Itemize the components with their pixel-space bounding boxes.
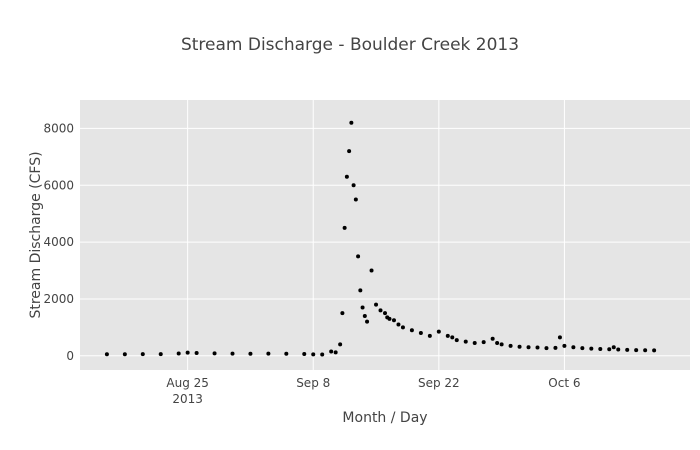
data-point	[436, 329, 441, 334]
x-tick-label: Aug 25	[166, 376, 209, 390]
x-tick-label: Sep 22	[418, 376, 460, 390]
data-point	[544, 346, 549, 351]
y-axis-ticks: 0 2000 4000 6000 8000	[43, 121, 74, 362]
data-point	[248, 351, 253, 356]
data-point	[302, 351, 307, 356]
y-tick-label: 0	[66, 349, 74, 363]
data-point	[383, 311, 387, 316]
y-axis-title: Stream Discharge (CFS)	[28, 151, 44, 318]
data-point	[365, 319, 370, 324]
data-point	[625, 347, 630, 352]
data-point	[463, 339, 468, 344]
data-point	[360, 305, 365, 310]
data-point	[284, 351, 289, 356]
data-point	[557, 335, 562, 340]
data-point	[347, 149, 352, 154]
data-point	[418, 331, 423, 336]
data-point	[230, 351, 235, 356]
data-point	[427, 333, 432, 338]
grid-lines	[80, 100, 690, 370]
x-axis-title: Month / Day	[342, 410, 427, 426]
data-point	[212, 351, 217, 356]
data-point	[104, 352, 109, 357]
x-tick-sublabel: 2013	[172, 392, 203, 406]
data-point	[400, 325, 405, 330]
data-point	[450, 335, 455, 340]
x-axis-ticks: Aug 25 2013 Sep 8 Sep 22 Oct 6	[166, 376, 580, 406]
data-point	[342, 225, 347, 230]
data-point	[333, 350, 338, 355]
data-point	[517, 344, 522, 349]
y-tick-label: 4000	[43, 235, 74, 249]
data-point	[158, 352, 163, 357]
data-point	[185, 350, 190, 355]
x-tick-label: Oct 6	[548, 376, 580, 390]
data-point	[344, 174, 349, 179]
data-point	[409, 328, 414, 333]
data-point	[358, 288, 363, 293]
data-point	[351, 183, 356, 188]
data-point	[634, 348, 639, 353]
data-point	[472, 341, 477, 345]
data-point	[396, 322, 401, 327]
data-point	[374, 302, 379, 307]
x-tick-label: Sep 8	[296, 376, 330, 390]
data-point	[526, 345, 531, 350]
data-point	[340, 311, 345, 316]
y-tick-label: 8000	[43, 121, 74, 135]
data-point	[362, 314, 367, 318]
data-point	[607, 347, 612, 352]
data-point	[562, 343, 567, 348]
data-points	[104, 120, 657, 357]
data-point	[481, 340, 486, 345]
data-point	[535, 345, 540, 350]
data-point	[320, 352, 325, 357]
data-point	[652, 348, 657, 353]
data-point	[490, 336, 495, 341]
data-point	[445, 333, 450, 338]
data-point	[589, 346, 594, 351]
data-point	[611, 345, 616, 350]
plot-area	[80, 100, 690, 370]
data-point	[616, 347, 621, 352]
y-tick-label: 2000	[43, 292, 74, 306]
data-point	[391, 318, 396, 323]
data-point	[266, 351, 271, 356]
data-point	[329, 349, 334, 354]
data-point	[349, 120, 354, 125]
data-point	[176, 351, 181, 356]
data-point	[369, 268, 374, 273]
data-point	[387, 316, 392, 321]
data-point	[378, 308, 383, 313]
data-point	[194, 350, 199, 355]
data-point	[122, 352, 127, 357]
data-point	[454, 338, 459, 343]
data-point	[598, 346, 603, 351]
data-point	[571, 345, 576, 350]
data-point	[499, 342, 504, 347]
y-tick-label: 6000	[43, 178, 74, 192]
data-point	[356, 254, 361, 259]
data-point	[353, 197, 358, 202]
data-point	[643, 348, 648, 353]
data-point	[140, 352, 145, 357]
chart-title: Stream Discharge - Boulder Creek 2013	[181, 35, 519, 55]
data-point	[311, 352, 316, 357]
data-point	[580, 346, 585, 351]
data-point	[553, 345, 558, 350]
data-point	[508, 343, 513, 348]
data-point	[495, 341, 500, 345]
data-point	[338, 342, 343, 347]
